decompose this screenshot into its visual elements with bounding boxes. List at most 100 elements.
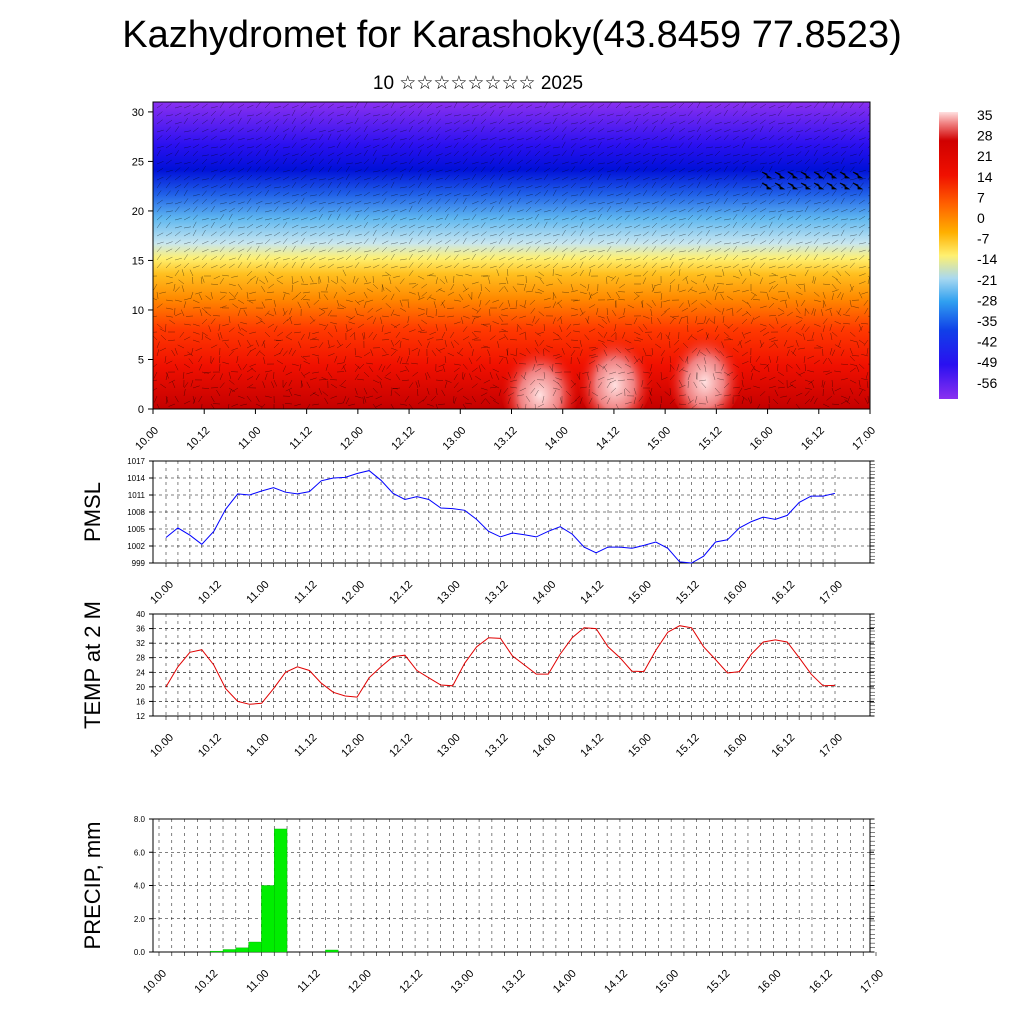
- wind-vectors: [153, 102, 870, 409]
- wind-arrow: [852, 171, 864, 179]
- x-tick-label: 17.00: [817, 732, 845, 760]
- wind-arrow: [813, 171, 825, 179]
- heatmap-x-tick-label: 10.12: [184, 425, 212, 453]
- page-subtitle: 10 ☆☆☆☆☆☆☆☆ 2025: [372, 73, 584, 94]
- y-tick-label: 1008: [127, 508, 145, 517]
- heatmap-hotspot: [667, 322, 743, 409]
- wind-arrow: [761, 182, 773, 190]
- heatmap-x-tick-label: 11.12: [287, 425, 314, 452]
- temp-at-2-m-panel: 12 16 20 24 28 32 36 40 10.00 10.12 11.00 11.12 12.0…: [80, 601, 875, 760]
- x-tick-label: 13.00: [448, 968, 476, 996]
- x-tick-label: 14.12: [602, 968, 630, 996]
- vertical-profile-heatmap: 0 5 10 15 20 25 30 10.00 10.12 11.00 11.12 12.00 12.…: [132, 101, 878, 453]
- heatmap-hotspot: [577, 325, 653, 409]
- x-tick-label: 16.00: [756, 968, 784, 996]
- heatmap-x-tick-label: 16.12: [799, 425, 827, 453]
- y-tick-label: 2.0: [134, 915, 146, 924]
- y-tick-label: 32: [136, 639, 145, 648]
- y-axis-label: TEMP at 2 M: [80, 601, 105, 729]
- wind-arrow: [774, 171, 786, 179]
- x-tick-label: 15.12: [705, 968, 733, 996]
- x-tick-label: 10.12: [196, 732, 224, 760]
- y-tick-label: 1014: [127, 474, 145, 483]
- x-tick-label: 11.00: [244, 579, 271, 606]
- y-tick-label: 999: [132, 559, 146, 568]
- y-tick-label: 40: [136, 610, 145, 619]
- heatmap-x-tick-label: 10.00: [133, 425, 161, 453]
- x-tick-label: 12.12: [387, 579, 415, 607]
- wind-arrow: [826, 182, 838, 190]
- heatmap-x-tick-label: 12.12: [389, 425, 417, 453]
- y-tick-label: 6.0: [134, 848, 146, 857]
- x-tick-label: 16.00: [722, 732, 750, 760]
- x-tick-label: 11.12: [292, 732, 319, 759]
- precip-bar: [210, 950, 224, 953]
- colorbar-fill: [939, 112, 958, 399]
- x-tick-label: 10.12: [196, 579, 224, 607]
- x-tick-label: 10.12: [192, 968, 220, 996]
- heatmap-y-tick-label: 30: [132, 107, 144, 119]
- wind-arrow: [774, 182, 786, 190]
- colorbar-label: 14: [977, 169, 993, 185]
- heatmap-x-tick-label: 16.00: [748, 425, 776, 453]
- y-tick-label: 28: [136, 654, 145, 663]
- x-tick-label: 10.00: [148, 579, 176, 607]
- colorbar-label: -42: [977, 334, 997, 350]
- heatmap-hotspot: [500, 335, 580, 409]
- panel-frame: [152, 818, 871, 953]
- colorbar-label: -14: [977, 251, 997, 267]
- colorbar-label: -35: [977, 313, 997, 329]
- x-tick-label: 15.00: [626, 579, 654, 607]
- colorbar-label: -21: [977, 272, 997, 288]
- heatmap-x-tick-label: 15.12: [697, 425, 725, 453]
- x-tick-label: 17.00: [817, 579, 845, 607]
- x-tick-label: 14.00: [530, 732, 558, 760]
- heatmap-x-tick-label: 14.00: [543, 425, 571, 453]
- x-tick-label: 17.00: [858, 968, 886, 996]
- colorbar-label: -56: [977, 375, 997, 391]
- x-tick-label: 13.00: [435, 732, 463, 760]
- y-tick-label: 1002: [127, 542, 145, 551]
- y-tick-label: 4.0: [134, 882, 146, 891]
- heatmap-x-tick-label: 15.00: [645, 425, 673, 453]
- x-tick-label: 13.12: [483, 732, 511, 760]
- page-title: Kazhydromet for Karashoky(43.8459 77.852…: [122, 14, 902, 56]
- wind-arrow: [813, 182, 825, 190]
- colorbar-label: -7: [977, 231, 990, 247]
- x-tick-label: 10.00: [141, 968, 169, 996]
- x-tick-label: 10.00: [148, 732, 176, 760]
- precip-bar: [325, 949, 339, 953]
- y-tick-label: 12: [136, 712, 145, 721]
- y-tick-label: 16: [136, 697, 145, 706]
- x-tick-label: 16.12: [769, 579, 797, 607]
- heatmap-x-tick-label: 13.12: [492, 425, 520, 453]
- x-tick-label: 12.00: [339, 732, 367, 760]
- heatmap-x-tick-label: 14.12: [594, 425, 622, 453]
- wind-arrow: [787, 182, 799, 190]
- x-tick-label: 11.12: [292, 579, 319, 606]
- x-tick-label: 11.12: [295, 968, 322, 995]
- wind-arrow: [839, 182, 851, 190]
- wind-arrow: [761, 171, 773, 179]
- x-tick-label: 11.00: [244, 732, 271, 759]
- precip-bar: [274, 828, 288, 953]
- y-tick-label: 0.0: [134, 948, 146, 957]
- wind-arrow: [826, 171, 838, 179]
- heatmap-y-tick-label: 15: [132, 255, 144, 267]
- x-tick-label: 11.00: [244, 968, 271, 995]
- x-tick-label: 14.00: [551, 968, 579, 996]
- y-tick-label: 24: [136, 668, 145, 677]
- wind-arrow: [839, 171, 851, 179]
- colorbar-label: 35: [977, 107, 993, 123]
- wind-arrow: [787, 171, 799, 179]
- x-tick-label: 12.12: [387, 732, 415, 760]
- y-axis-label: PMSL: [80, 482, 105, 542]
- x-tick-label: 15.12: [674, 732, 702, 760]
- heatmap-x-tick-label: 12.00: [338, 425, 366, 453]
- heatmap-y-tick-label: 0: [138, 404, 144, 416]
- colorbar-label: 7: [977, 189, 985, 205]
- y-tick-label: 36: [136, 625, 145, 634]
- y-tick-label: 1005: [127, 525, 145, 534]
- x-tick-label: 12.12: [397, 968, 425, 996]
